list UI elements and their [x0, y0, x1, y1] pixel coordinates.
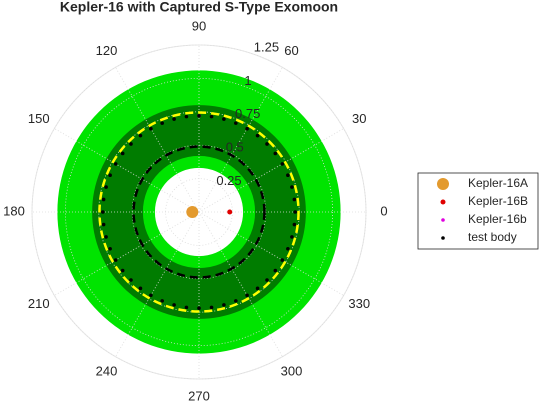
grid-circle	[31, 44, 367, 380]
point	[280, 162, 285, 166]
theta-tick-label: 300	[281, 364, 303, 379]
point	[292, 197, 297, 202]
point	[184, 305, 189, 310]
theta-tick-label: 60	[284, 43, 298, 58]
point	[104, 185, 108, 189]
theta-tick-label: 0	[380, 203, 387, 218]
point	[290, 235, 294, 239]
point	[209, 114, 214, 119]
point	[172, 303, 176, 307]
point	[265, 278, 269, 282]
theta-tick-label: 240	[96, 364, 118, 379]
r-tick-label: 1	[244, 73, 251, 88]
spoke	[54, 211, 200, 296]
theta-tick-label: 270	[188, 388, 210, 403]
point	[222, 303, 226, 307]
point	[120, 268, 125, 273]
point	[286, 247, 290, 251]
spoke	[198, 211, 344, 296]
theta-tick-label: 120	[96, 43, 118, 58]
point	[234, 121, 238, 125]
point	[186, 206, 199, 218]
theta-tick-label: 30	[352, 111, 366, 126]
point	[101, 210, 105, 214]
spoke	[115, 67, 200, 213]
legend-label: Kepler-16A	[468, 176, 528, 190]
point	[149, 126, 153, 131]
point	[104, 235, 108, 239]
point	[172, 117, 176, 121]
r-tick-label: 1.25	[254, 39, 279, 54]
point	[265, 142, 269, 146]
point	[113, 258, 118, 262]
chart-title: Kepler-16 with Captured S-Type Exomoon	[60, 0, 338, 15]
point	[293, 210, 297, 214]
legend-marker	[441, 218, 445, 222]
grid-circle	[131, 144, 267, 280]
point	[129, 278, 133, 282]
legend-marker	[440, 199, 446, 205]
spoke	[198, 67, 283, 213]
point	[160, 299, 164, 303]
theta-tick-label: 210	[28, 296, 50, 311]
point	[290, 185, 294, 189]
spoke	[115, 211, 200, 357]
r-tick-label: 0.25	[216, 173, 241, 188]
point	[255, 286, 260, 291]
point	[138, 286, 143, 291]
r-tick-label: 0.75	[235, 106, 260, 121]
point	[280, 258, 285, 262]
point	[184, 114, 189, 119]
theta-tick-label: 330	[348, 296, 370, 311]
point	[108, 247, 112, 251]
point	[101, 222, 106, 227]
legend-label: Kepler-16B	[468, 194, 528, 208]
point	[273, 151, 278, 156]
point	[149, 293, 153, 298]
point	[227, 209, 233, 215]
point	[197, 114, 201, 118]
point	[292, 222, 297, 227]
spoke	[54, 128, 200, 213]
point	[120, 151, 125, 156]
legend-label: test body	[468, 230, 517, 244]
dashed-circle	[98, 111, 300, 313]
point	[129, 142, 133, 146]
point	[197, 306, 201, 310]
legend-marker	[441, 236, 445, 240]
point	[209, 305, 214, 310]
point	[160, 121, 164, 125]
point	[222, 117, 226, 121]
point	[138, 133, 143, 138]
dashed-circle	[132, 145, 266, 279]
grid-circle	[64, 77, 334, 347]
spoke	[198, 211, 283, 357]
legend-label: Kepler-16b	[468, 212, 527, 226]
point	[101, 197, 106, 202]
point	[245, 126, 249, 131]
grid-circle	[165, 178, 233, 246]
point	[245, 293, 249, 298]
theta-tick-label: 150	[28, 111, 50, 126]
theta-tick-label: 180	[3, 203, 25, 218]
point	[273, 268, 278, 273]
theta-tick-label: 90	[192, 18, 206, 33]
point	[108, 173, 112, 177]
point	[234, 299, 238, 303]
legend-marker	[437, 178, 449, 190]
point	[255, 133, 260, 138]
point	[286, 173, 290, 177]
spoke	[198, 128, 344, 213]
r-tick-label: 0.5	[226, 140, 244, 155]
point	[113, 162, 118, 166]
region	[92, 105, 306, 319]
